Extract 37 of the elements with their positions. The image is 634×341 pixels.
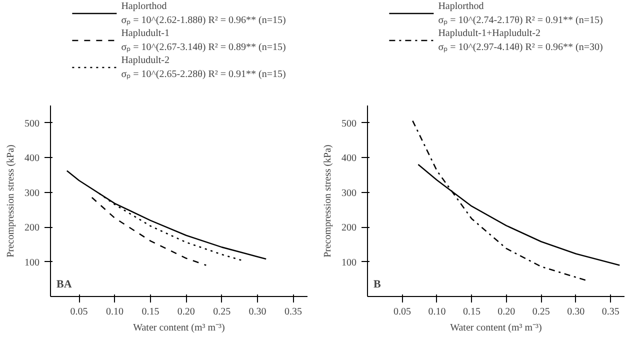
- y-tick-label: 100: [342, 257, 356, 268]
- x-tick-label: 0.15: [142, 306, 160, 318]
- y-tick-label: 400: [24, 153, 40, 164]
- x-tick-label: 0.25: [532, 306, 550, 318]
- y-tick-label: 200: [342, 222, 356, 234]
- line-series: [91, 196, 207, 266]
- y-tick-label: 300: [24, 188, 40, 199]
- line-series: [66, 170, 267, 260]
- y-tick-label: 200: [24, 222, 40, 234]
- x-tick-label: 0.30: [248, 306, 266, 318]
- annotation: BA: [56, 278, 72, 290]
- legend-label: Hapludult-1 σₚ = 10^(2.67-3.14θ) R² = 0.89** (n=15): [121, 27, 286, 53]
- y-axis-title: Precompression stress (kPa): [322, 144, 334, 258]
- x-tick-label: 0.35: [602, 306, 620, 318]
- y-tick-label: 400: [342, 153, 356, 164]
- y-tick-label: 100: [24, 257, 40, 268]
- y-tick-label: 500: [342, 118, 356, 130]
- legend-label: Haplorthod σₚ = 10^(2.74-2.17θ) R² = 0.91** (n=15): [438, 0, 603, 26]
- x-tick-label: 0.20: [498, 306, 516, 318]
- x-tick-label: 0.05: [393, 306, 411, 318]
- y-tick-label: 300: [342, 188, 356, 199]
- annotation: B: [374, 278, 382, 290]
- x-tick-label: 0.05: [70, 306, 88, 318]
- y-axis-title: Precompression stress (kPa): [6, 144, 16, 258]
- legend-label: Hapludult-1+Hapludult-2 σₚ = 10^(2.97-4.14θ) R² = 0.96** (n=30): [438, 27, 603, 53]
- x-tick-label: 0.30: [567, 306, 585, 318]
- legend-label: Haplorthod σₚ = 10^(2.62-1.88θ) R² = 0.96** (n=15): [121, 0, 286, 26]
- x-axis-title: Water content (m³ m⁻³): [133, 322, 225, 334]
- x-axis-title: Water content (m³ m⁻³): [450, 322, 542, 334]
- x-tick-label: 0.10: [428, 306, 446, 318]
- legend-label: Hapludult-2 σₚ = 10^(2.65-2.28θ) R² = 0.91** (n=15): [121, 54, 286, 80]
- x-tick-label: 0.10: [106, 306, 124, 318]
- x-tick-label: 0.25: [213, 306, 231, 318]
- x-tick-label: 0.35: [284, 306, 302, 318]
- x-tick-label: 0.20: [177, 306, 195, 318]
- y-tick-label: 500: [24, 118, 40, 130]
- x-tick-label: 0.15: [462, 306, 480, 318]
